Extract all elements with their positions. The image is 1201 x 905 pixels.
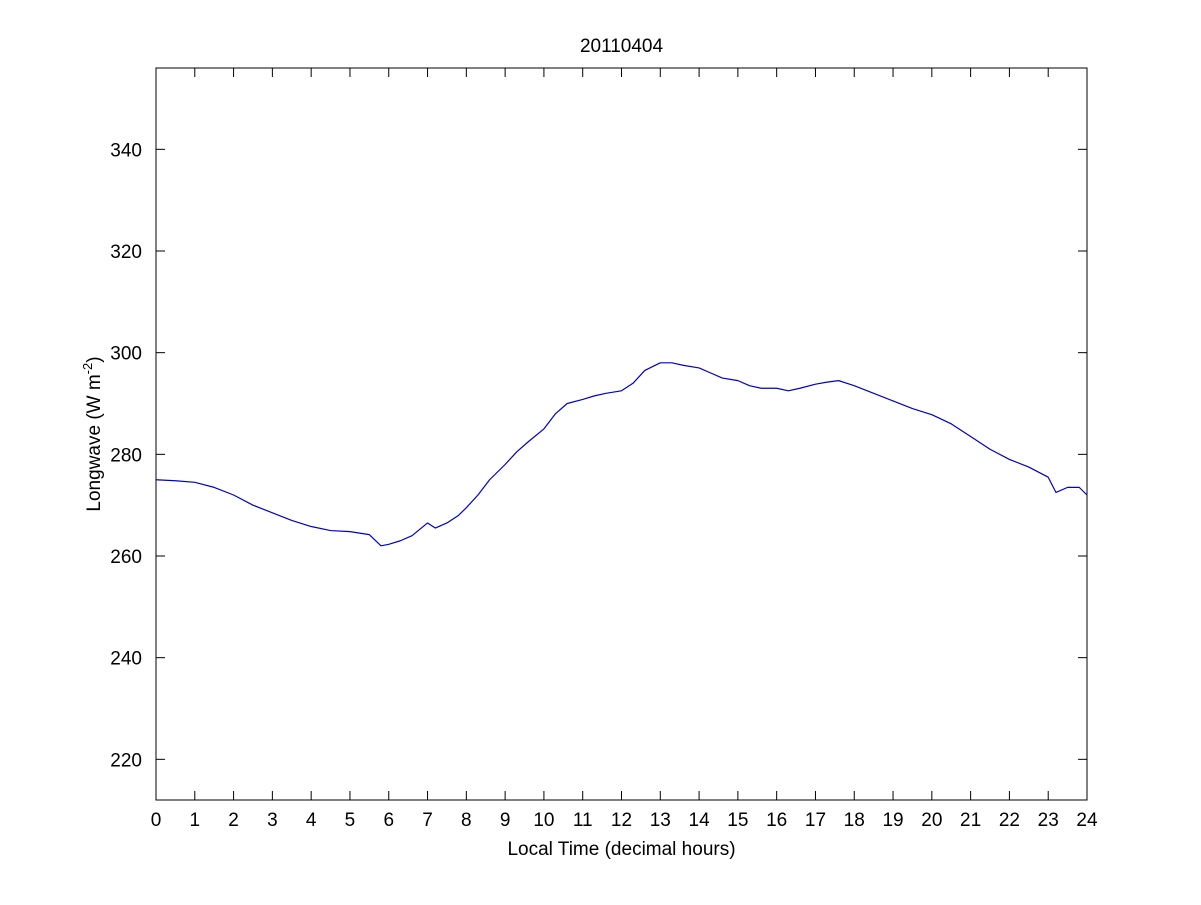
x-tick-label: 6 bbox=[383, 810, 394, 831]
series-line bbox=[155, 362, 1088, 547]
x-axis-label: Local Time (decimal hours) bbox=[507, 839, 735, 860]
x-tick-label: 13 bbox=[650, 810, 671, 831]
x-tick-label: 4 bbox=[306, 810, 317, 831]
y-tick-label: 240 bbox=[110, 649, 142, 670]
y-tick-label: 340 bbox=[110, 140, 142, 161]
x-tick-label: 12 bbox=[611, 810, 632, 831]
x-tick-label: 5 bbox=[345, 810, 356, 831]
x-tick-label: 9 bbox=[500, 810, 511, 831]
x-tick-label: 18 bbox=[844, 810, 865, 831]
y-tick-label: 260 bbox=[110, 547, 142, 568]
x-tick-label: 3 bbox=[267, 810, 278, 831]
y-tick-label: 300 bbox=[110, 344, 142, 365]
x-tick-label: 8 bbox=[461, 810, 472, 831]
x-tick-label: 20 bbox=[921, 810, 942, 831]
y-tick-label: 320 bbox=[110, 242, 142, 263]
x-tick-label: 0 bbox=[151, 810, 162, 831]
x-tick-labels: 0 1 2 3 4 5 6 7 8 9 10 11 12 13 14 15 16 17 18 19 20 21 22 23 24 bbox=[151, 810, 1098, 831]
chart-title: 20110404 bbox=[580, 36, 664, 57]
tick-marks bbox=[155, 68, 1088, 800]
x-tick-label: 10 bbox=[533, 810, 554, 831]
y-axis-label-suffix: ) bbox=[84, 356, 105, 362]
y-axis-label: Longwave (W m-2) bbox=[80, 356, 105, 511]
x-tick-label: 2 bbox=[228, 810, 239, 831]
x-tick-label: 21 bbox=[960, 810, 981, 831]
y-tick-labels: 220 240 260 280 300 320 340 bbox=[110, 140, 142, 771]
x-tick-label: 16 bbox=[766, 810, 787, 831]
x-tick-label: 24 bbox=[1076, 810, 1098, 831]
x-tick-label: 1 bbox=[190, 810, 201, 831]
x-tick-label: 7 bbox=[422, 810, 433, 831]
y-axis-label-main: Longwave (W m bbox=[84, 374, 105, 511]
x-tick-label: 15 bbox=[727, 810, 748, 831]
x-tick-label: 23 bbox=[1038, 810, 1059, 831]
x-tick-label: 19 bbox=[882, 810, 903, 831]
y-tick-label: 220 bbox=[110, 750, 142, 771]
x-tick-label: 22 bbox=[999, 810, 1020, 831]
x-tick-label: 17 bbox=[805, 810, 826, 831]
series-layer bbox=[155, 362, 1088, 547]
plot-area bbox=[155, 67, 1088, 801]
y-tick-label: 280 bbox=[110, 445, 142, 466]
x-tick-label: 11 bbox=[573, 810, 593, 831]
x-tick-label: 14 bbox=[689, 810, 711, 831]
y-axis-label-superscript: -2 bbox=[80, 363, 95, 375]
